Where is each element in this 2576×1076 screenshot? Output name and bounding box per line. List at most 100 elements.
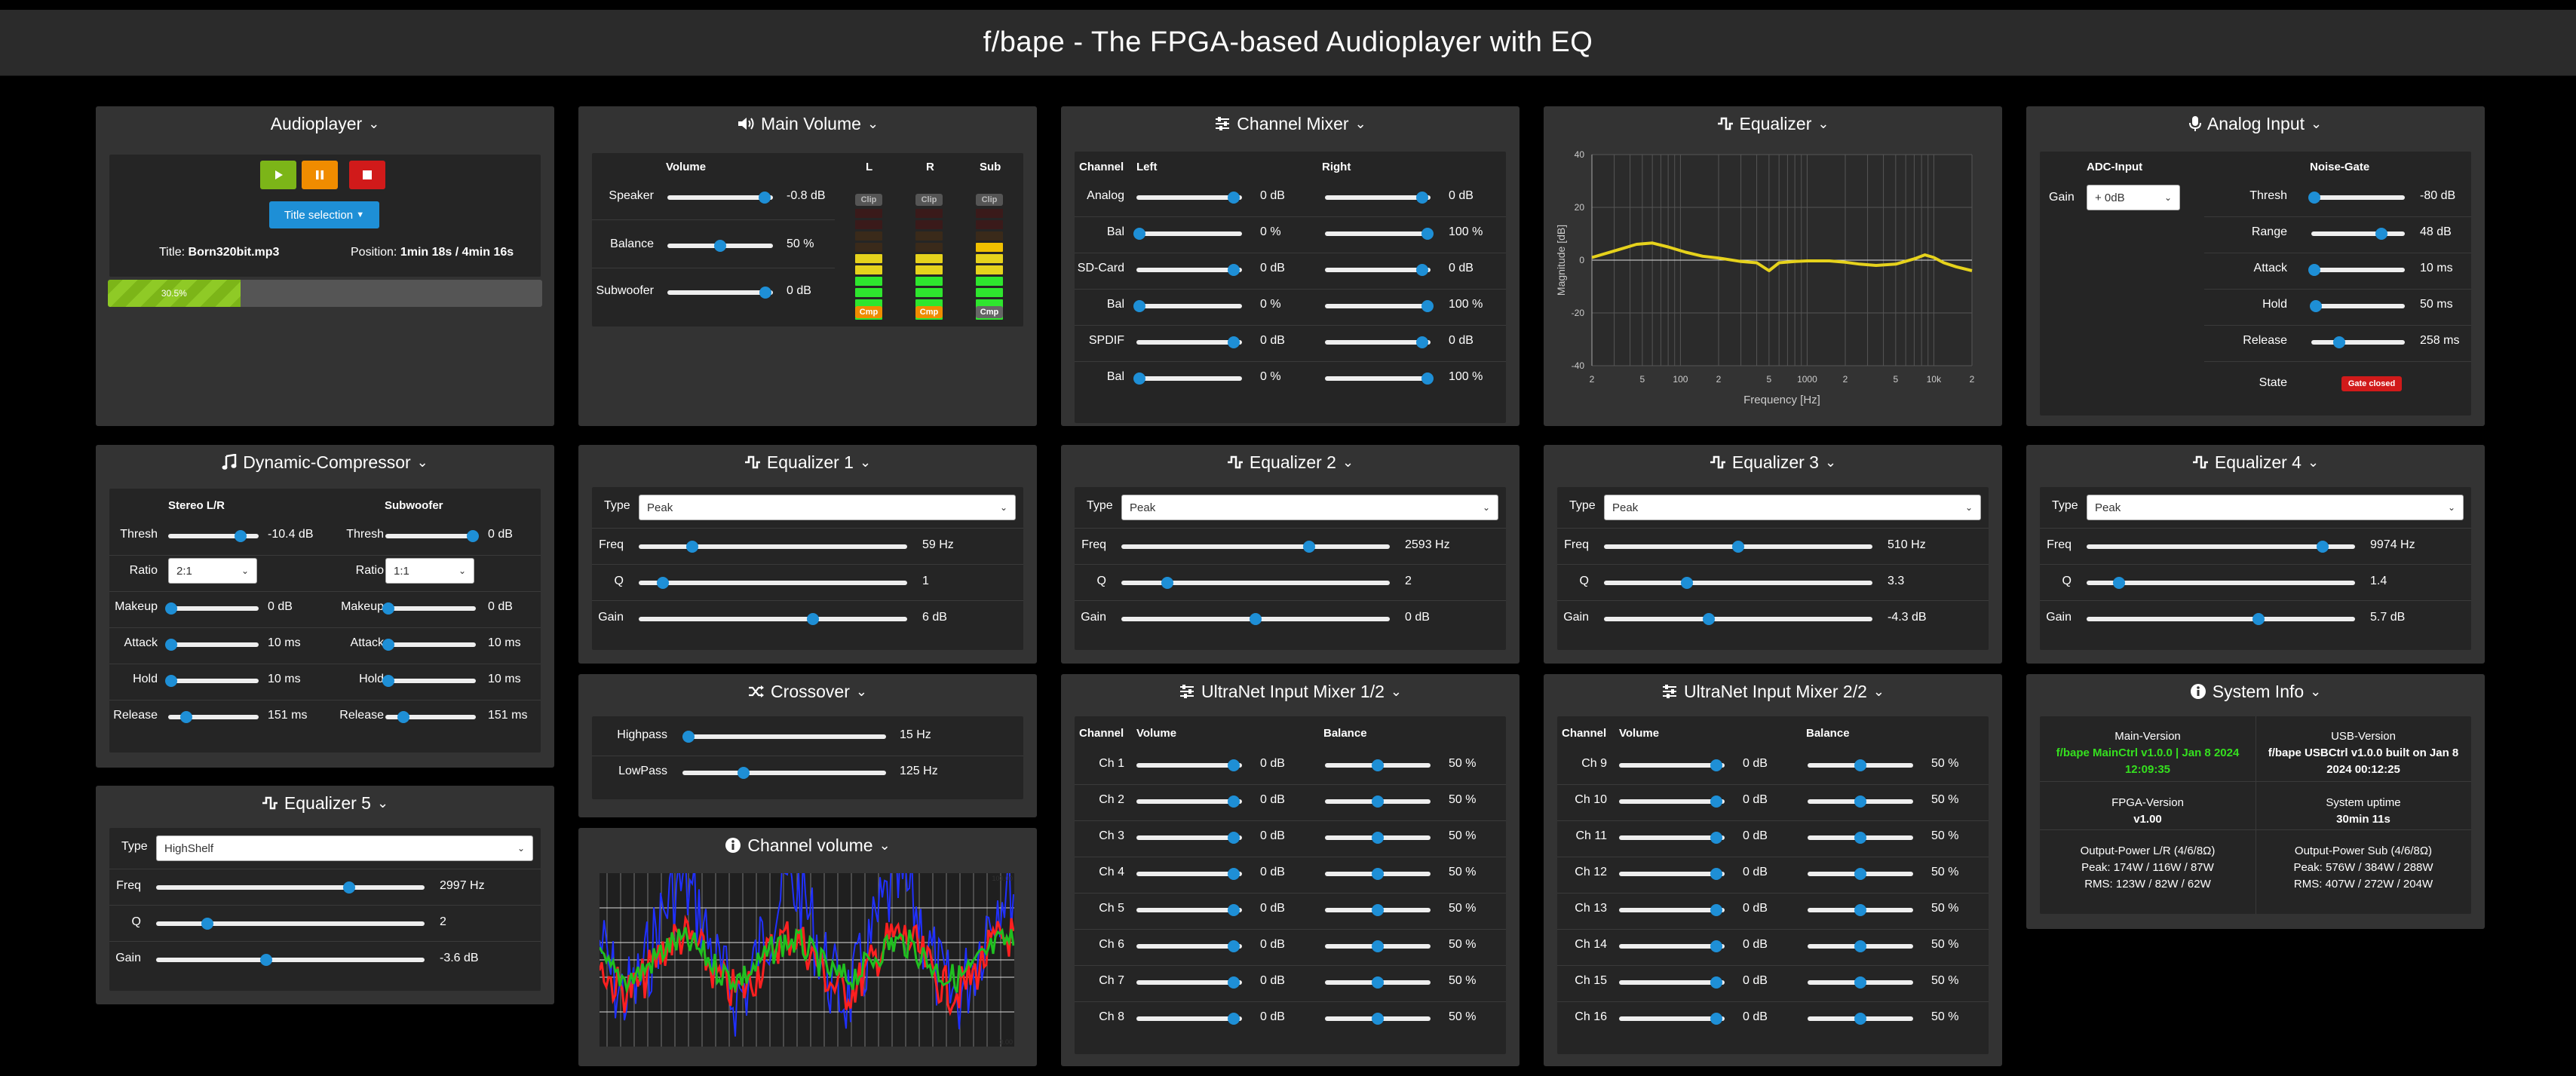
crossover-header[interactable]: Crossover ⌄ — [578, 674, 1037, 709]
compressor-header[interactable]: Dynamic-Compressor ⌄ — [96, 445, 554, 480]
ultra1-bal-slider-4[interactable] — [1325, 904, 1431, 916]
crossover-slider-0[interactable] — [682, 731, 886, 743]
ultra1-vol-slider-7[interactable] — [1136, 1013, 1242, 1025]
ultra2-vol-slider-6[interactable] — [1619, 976, 1725, 989]
ultra2-bal-slider-4[interactable] — [1808, 904, 1913, 916]
ultra2-bal-slider-5[interactable] — [1808, 940, 1913, 952]
progress-bar[interactable]: 30.5% — [108, 280, 542, 307]
slider-handle[interactable] — [2308, 192, 2320, 204]
eq3-type-select[interactable]: Peak ⌄ — [1604, 495, 1981, 520]
ultra1-bal-slider-3[interactable] — [1325, 868, 1431, 880]
slider-handle[interactable] — [657, 577, 670, 589]
ratio-lr-select[interactable]: 2:1 ⌄ — [168, 558, 257, 584]
gate-slider-4[interactable] — [2311, 336, 2405, 348]
slider-handle[interactable] — [1710, 1013, 1722, 1025]
eq4-slider-0[interactable] — [2087, 541, 2355, 553]
slider-handle[interactable] — [1421, 372, 1434, 385]
comp-lr-slider-4[interactable] — [168, 711, 259, 723]
slider-handle[interactable] — [1227, 192, 1240, 204]
slider-handle[interactable] — [807, 613, 820, 625]
slider-handle[interactable] — [682, 731, 695, 743]
eq4-type-select[interactable]: Peak ⌄ — [2087, 495, 2464, 520]
mixer-left-slider-3[interactable] — [1133, 300, 1242, 312]
ultra1-vol-slider-3[interactable] — [1136, 868, 1242, 880]
analog-input-header[interactable]: Analog Input ⌄ — [2026, 106, 2485, 141]
system-info-header[interactable]: System Info ⌄ — [2026, 674, 2485, 709]
slider-handle[interactable] — [1710, 940, 1722, 952]
volume-slider-1[interactable] — [667, 240, 773, 252]
slider-handle[interactable] — [164, 602, 177, 615]
ultra1-bal-slider-5[interactable] — [1325, 940, 1431, 952]
slider-handle[interactable] — [467, 530, 480, 542]
slider-handle[interactable] — [1710, 832, 1722, 844]
mixer-right-slider-3[interactable] — [1325, 300, 1434, 312]
slider-handle[interactable] — [201, 918, 213, 930]
eq5-type-select[interactable]: HighShelf ⌄ — [156, 835, 533, 861]
ultra2-vol-slider-7[interactable] — [1619, 1013, 1725, 1025]
ultra2-bal-slider-7[interactable] — [1808, 1013, 1913, 1025]
ultranet-mixer-2-header[interactable]: UltraNet Input Mixer 2/2 ⌄ — [1544, 674, 2002, 709]
gate-slider-3[interactable] — [2310, 300, 2405, 312]
eq2-type-select[interactable]: Peak ⌄ — [1121, 495, 1498, 520]
gate-slider-1[interactable] — [2311, 228, 2405, 240]
comp-sub-slider-3[interactable] — [382, 675, 476, 687]
ultra2-bal-slider-0[interactable] — [1808, 759, 1913, 771]
mixer-right-slider-0[interactable] — [1325, 192, 1431, 204]
slider-handle[interactable] — [382, 639, 394, 651]
slider-handle[interactable] — [1710, 796, 1722, 808]
slider-handle[interactable] — [1415, 264, 1428, 276]
eq3-slider-1[interactable] — [1604, 577, 1872, 589]
slider-handle[interactable] — [1372, 1013, 1384, 1025]
slider-handle[interactable] — [1854, 868, 1866, 880]
eq4-header[interactable]: Equalizer 4 ⌄ — [2026, 445, 2485, 480]
slider-handle[interactable] — [759, 287, 772, 299]
main-volume-header[interactable]: Main Volume ⌄ — [578, 106, 1037, 141]
eq4-slider-2[interactable] — [2087, 613, 2355, 625]
slider-handle[interactable] — [2375, 228, 2387, 240]
slider-handle[interactable] — [259, 954, 272, 966]
slider-handle[interactable] — [686, 541, 699, 553]
crossover-slider-1[interactable] — [682, 767, 886, 779]
mixer-right-slider-1[interactable] — [1325, 228, 1434, 240]
channel-mixer-header[interactable]: Channel Mixer ⌄ — [1061, 106, 1520, 141]
eq1-slider-0[interactable] — [639, 541, 907, 553]
slider-handle[interactable] — [1227, 868, 1240, 880]
gate-slider-0[interactable] — [2308, 192, 2405, 204]
ultra1-bal-slider-6[interactable] — [1325, 976, 1431, 989]
comp-sub-slider-0[interactable] — [385, 530, 480, 542]
ratio-sub-select[interactable]: 1:1 ⌄ — [385, 558, 474, 584]
ultra2-bal-slider-6[interactable] — [1808, 976, 1913, 989]
volume-slider-2[interactable] — [667, 287, 773, 299]
ultra2-vol-slider-3[interactable] — [1619, 868, 1725, 880]
slider-handle[interactable] — [1372, 940, 1384, 952]
slider-handle[interactable] — [2333, 336, 2346, 348]
ultra1-bal-slider-1[interactable] — [1325, 796, 1431, 808]
mixer-right-slider-5[interactable] — [1325, 372, 1434, 385]
comp-sub-slider-1[interactable] — [382, 602, 476, 615]
slider-handle[interactable] — [382, 602, 394, 615]
ultra1-bal-slider-2[interactable] — [1325, 832, 1431, 844]
slider-handle[interactable] — [2252, 613, 2265, 625]
ultra1-vol-slider-0[interactable] — [1136, 759, 1242, 771]
slider-handle[interactable] — [382, 675, 394, 687]
ultra2-vol-slider-0[interactable] — [1619, 759, 1725, 771]
ultra2-bal-slider-2[interactable] — [1808, 832, 1913, 844]
ultra1-vol-slider-1[interactable] — [1136, 796, 1242, 808]
slider-handle[interactable] — [1227, 976, 1240, 989]
slider-handle[interactable] — [2317, 541, 2329, 553]
mixer-right-slider-4[interactable] — [1325, 336, 1431, 348]
slider-handle[interactable] — [1854, 1013, 1866, 1025]
slider-handle[interactable] — [1854, 832, 1866, 844]
slider-handle[interactable] — [164, 675, 177, 687]
play-button[interactable] — [260, 161, 296, 189]
slider-handle[interactable] — [1372, 904, 1384, 916]
slider-handle[interactable] — [2308, 264, 2320, 276]
eq2-header[interactable]: Equalizer 2 ⌄ — [1061, 445, 1520, 480]
slider-handle[interactable] — [1710, 868, 1722, 880]
stop-button[interactable] — [349, 161, 385, 189]
slider-handle[interactable] — [1854, 796, 1866, 808]
slider-handle[interactable] — [1227, 940, 1240, 952]
slider-handle[interactable] — [1250, 613, 1262, 625]
slider-handle[interactable] — [1421, 300, 1434, 312]
slider-handle[interactable] — [1710, 976, 1722, 989]
